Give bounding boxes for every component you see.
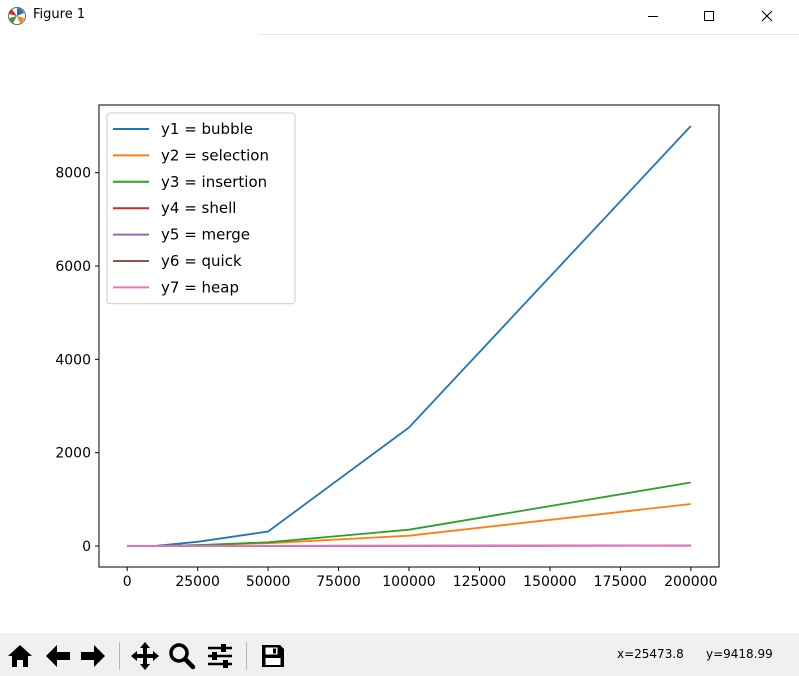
matplotlib-logo-icon <box>8 7 26 25</box>
legend-label: y2 = selection <box>161 146 269 164</box>
close-button[interactable] <box>744 0 790 32</box>
back-button[interactable] <box>42 640 74 672</box>
toolbar-separator <box>246 642 247 670</box>
toolbar-separator <box>119 642 120 670</box>
figure-canvas[interactable]: 0 25000 50000 75000 100000 125000 150000 175000… <box>0 35 799 633</box>
y-tick-label: 2000 <box>55 446 91 462</box>
zoom-button[interactable] <box>166 640 198 672</box>
legend-label: y5 = merge <box>161 226 250 244</box>
back-icon <box>46 645 70 667</box>
x-tick-label: 100000 <box>382 574 435 590</box>
minimize-button[interactable] <box>630 0 676 32</box>
x-tick-label: 150000 <box>523 574 576 590</box>
legend-label: y3 = insertion <box>161 173 267 191</box>
home-button[interactable] <box>4 640 36 672</box>
pan-icon <box>131 642 159 670</box>
minimize-icon <box>648 16 658 17</box>
x-tick-label: 50000 <box>246 574 291 590</box>
line-chart: 0 25000 50000 75000 100000 125000 150000 175000… <box>55 104 720 590</box>
x-tick-label: 125000 <box>453 574 506 590</box>
save-icon <box>262 645 284 667</box>
legend-label: y4 = shell <box>161 199 236 217</box>
x-tick-label: 0 <box>123 574 132 590</box>
x-tick-label: 25000 <box>175 574 220 590</box>
cursor-x-readout: x=25473.8 <box>617 647 684 661</box>
legend-label: y1 = bubble <box>161 120 253 138</box>
titlebar-divider <box>258 34 799 35</box>
zoom-icon <box>169 643 196 670</box>
forward-button[interactable] <box>77 640 109 672</box>
x-tick-label: 200000 <box>664 574 717 590</box>
y-tick-label: 6000 <box>55 259 91 275</box>
navigation-toolbar: x=25473.8 y=9418.99 <box>0 633 799 676</box>
home-icon <box>8 645 32 667</box>
x-tick-label: 175000 <box>594 574 647 590</box>
close-icon <box>761 10 773 22</box>
pan-button[interactable] <box>129 640 161 672</box>
maximize-button[interactable] <box>686 0 732 32</box>
configure-subplots-icon <box>208 644 232 668</box>
legend-box <box>106 112 296 305</box>
y-tick-label: 8000 <box>55 166 91 182</box>
y-tick-label: 4000 <box>55 352 91 368</box>
configure-subplots-button[interactable] <box>204 640 236 672</box>
window-titlebar: Figure 1 <box>0 0 799 34</box>
maximize-icon <box>704 11 714 21</box>
series-line-7 <box>127 544 691 547</box>
save-button[interactable] <box>257 640 289 672</box>
x-tick-label: 75000 <box>316 574 361 590</box>
cursor-y-readout: y=9418.99 <box>706 647 773 661</box>
legend-label: y7 = heap <box>161 278 239 296</box>
legend-label: y6 = quick <box>161 252 242 270</box>
y-tick-label: 0 <box>82 539 91 555</box>
window-title: Figure 1 <box>33 7 86 22</box>
forward-icon <box>81 645 105 667</box>
